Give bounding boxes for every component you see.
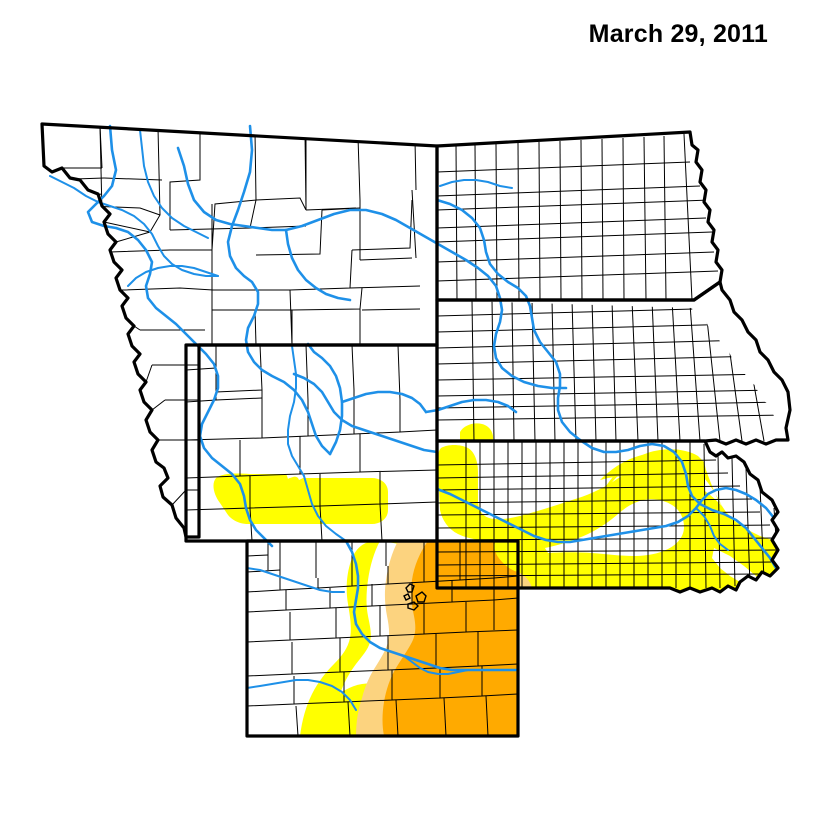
- river-co-southwest: [246, 679, 357, 711]
- river-south-platte: [344, 539, 520, 672]
- river-nd-tributary: [439, 179, 513, 189]
- river-yellowstone: [226, 124, 332, 456]
- river-missouri-montana: [86, 124, 274, 548]
- river-bitterroot: [127, 265, 219, 287]
- river-flathead: [139, 129, 209, 239]
- map-title: March 29, 2011: [588, 20, 768, 48]
- drought-layer-south-dakota: [460, 423, 494, 441]
- river-north-platte: [435, 486, 776, 544]
- river-clark-fork: [49, 175, 219, 277]
- river-tributary-mt-1: [284, 228, 352, 302]
- river-bighorn: [306, 342, 344, 456]
- river-missouri-upper: [284, 208, 568, 390]
- state-borders: [40, 122, 792, 738]
- state-border-nebraska: [435, 439, 780, 594]
- river-ne-tributary: [695, 507, 729, 551]
- county-lines-north-dakota: [437, 133, 719, 300]
- river-powder: [340, 390, 428, 414]
- state-fill-north-dakota: [437, 132, 722, 300]
- drought-area-wy-southwest-d0: [213, 473, 388, 524]
- drought-area-co-front-range-d0: [300, 541, 380, 736]
- drought-area-co-eastern-d2: [382, 541, 518, 736]
- drought-area-sd-southwest-d0: [460, 423, 494, 441]
- river-arkansas: [403, 655, 469, 675]
- state-border-south-dakota: [435, 280, 792, 446]
- rivers-layer: [49, 124, 778, 711]
- state-fill-montana: [42, 124, 437, 537]
- river-green: [287, 345, 305, 477]
- state-border-montana: [40, 122, 439, 539]
- river-mt-east-trib: [424, 398, 518, 414]
- river-missouri-nd: [435, 198, 582, 442]
- river-milk: [176, 146, 288, 232]
- river-wy-south: [303, 475, 347, 542]
- drought-layer-wyoming: [213, 473, 388, 524]
- state-border-north-dakota: [435, 130, 724, 302]
- state-border-colorado: [245, 539, 520, 738]
- reservoir-marks-colorado: [403, 583, 427, 611]
- county-lines-wyoming: [186, 345, 437, 541]
- river-colorado-west: [246, 567, 345, 593]
- river-missouri-sd-ne: [578, 438, 778, 570]
- river-north-platte-wy: [292, 372, 439, 454]
- drought-area-ne-northeast-d0: [600, 452, 704, 510]
